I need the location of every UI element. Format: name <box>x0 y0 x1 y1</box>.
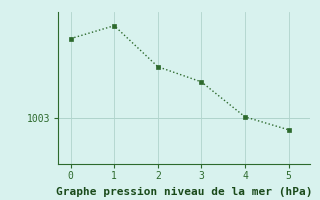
X-axis label: Graphe pression niveau de la mer (hPa): Graphe pression niveau de la mer (hPa) <box>56 186 312 197</box>
